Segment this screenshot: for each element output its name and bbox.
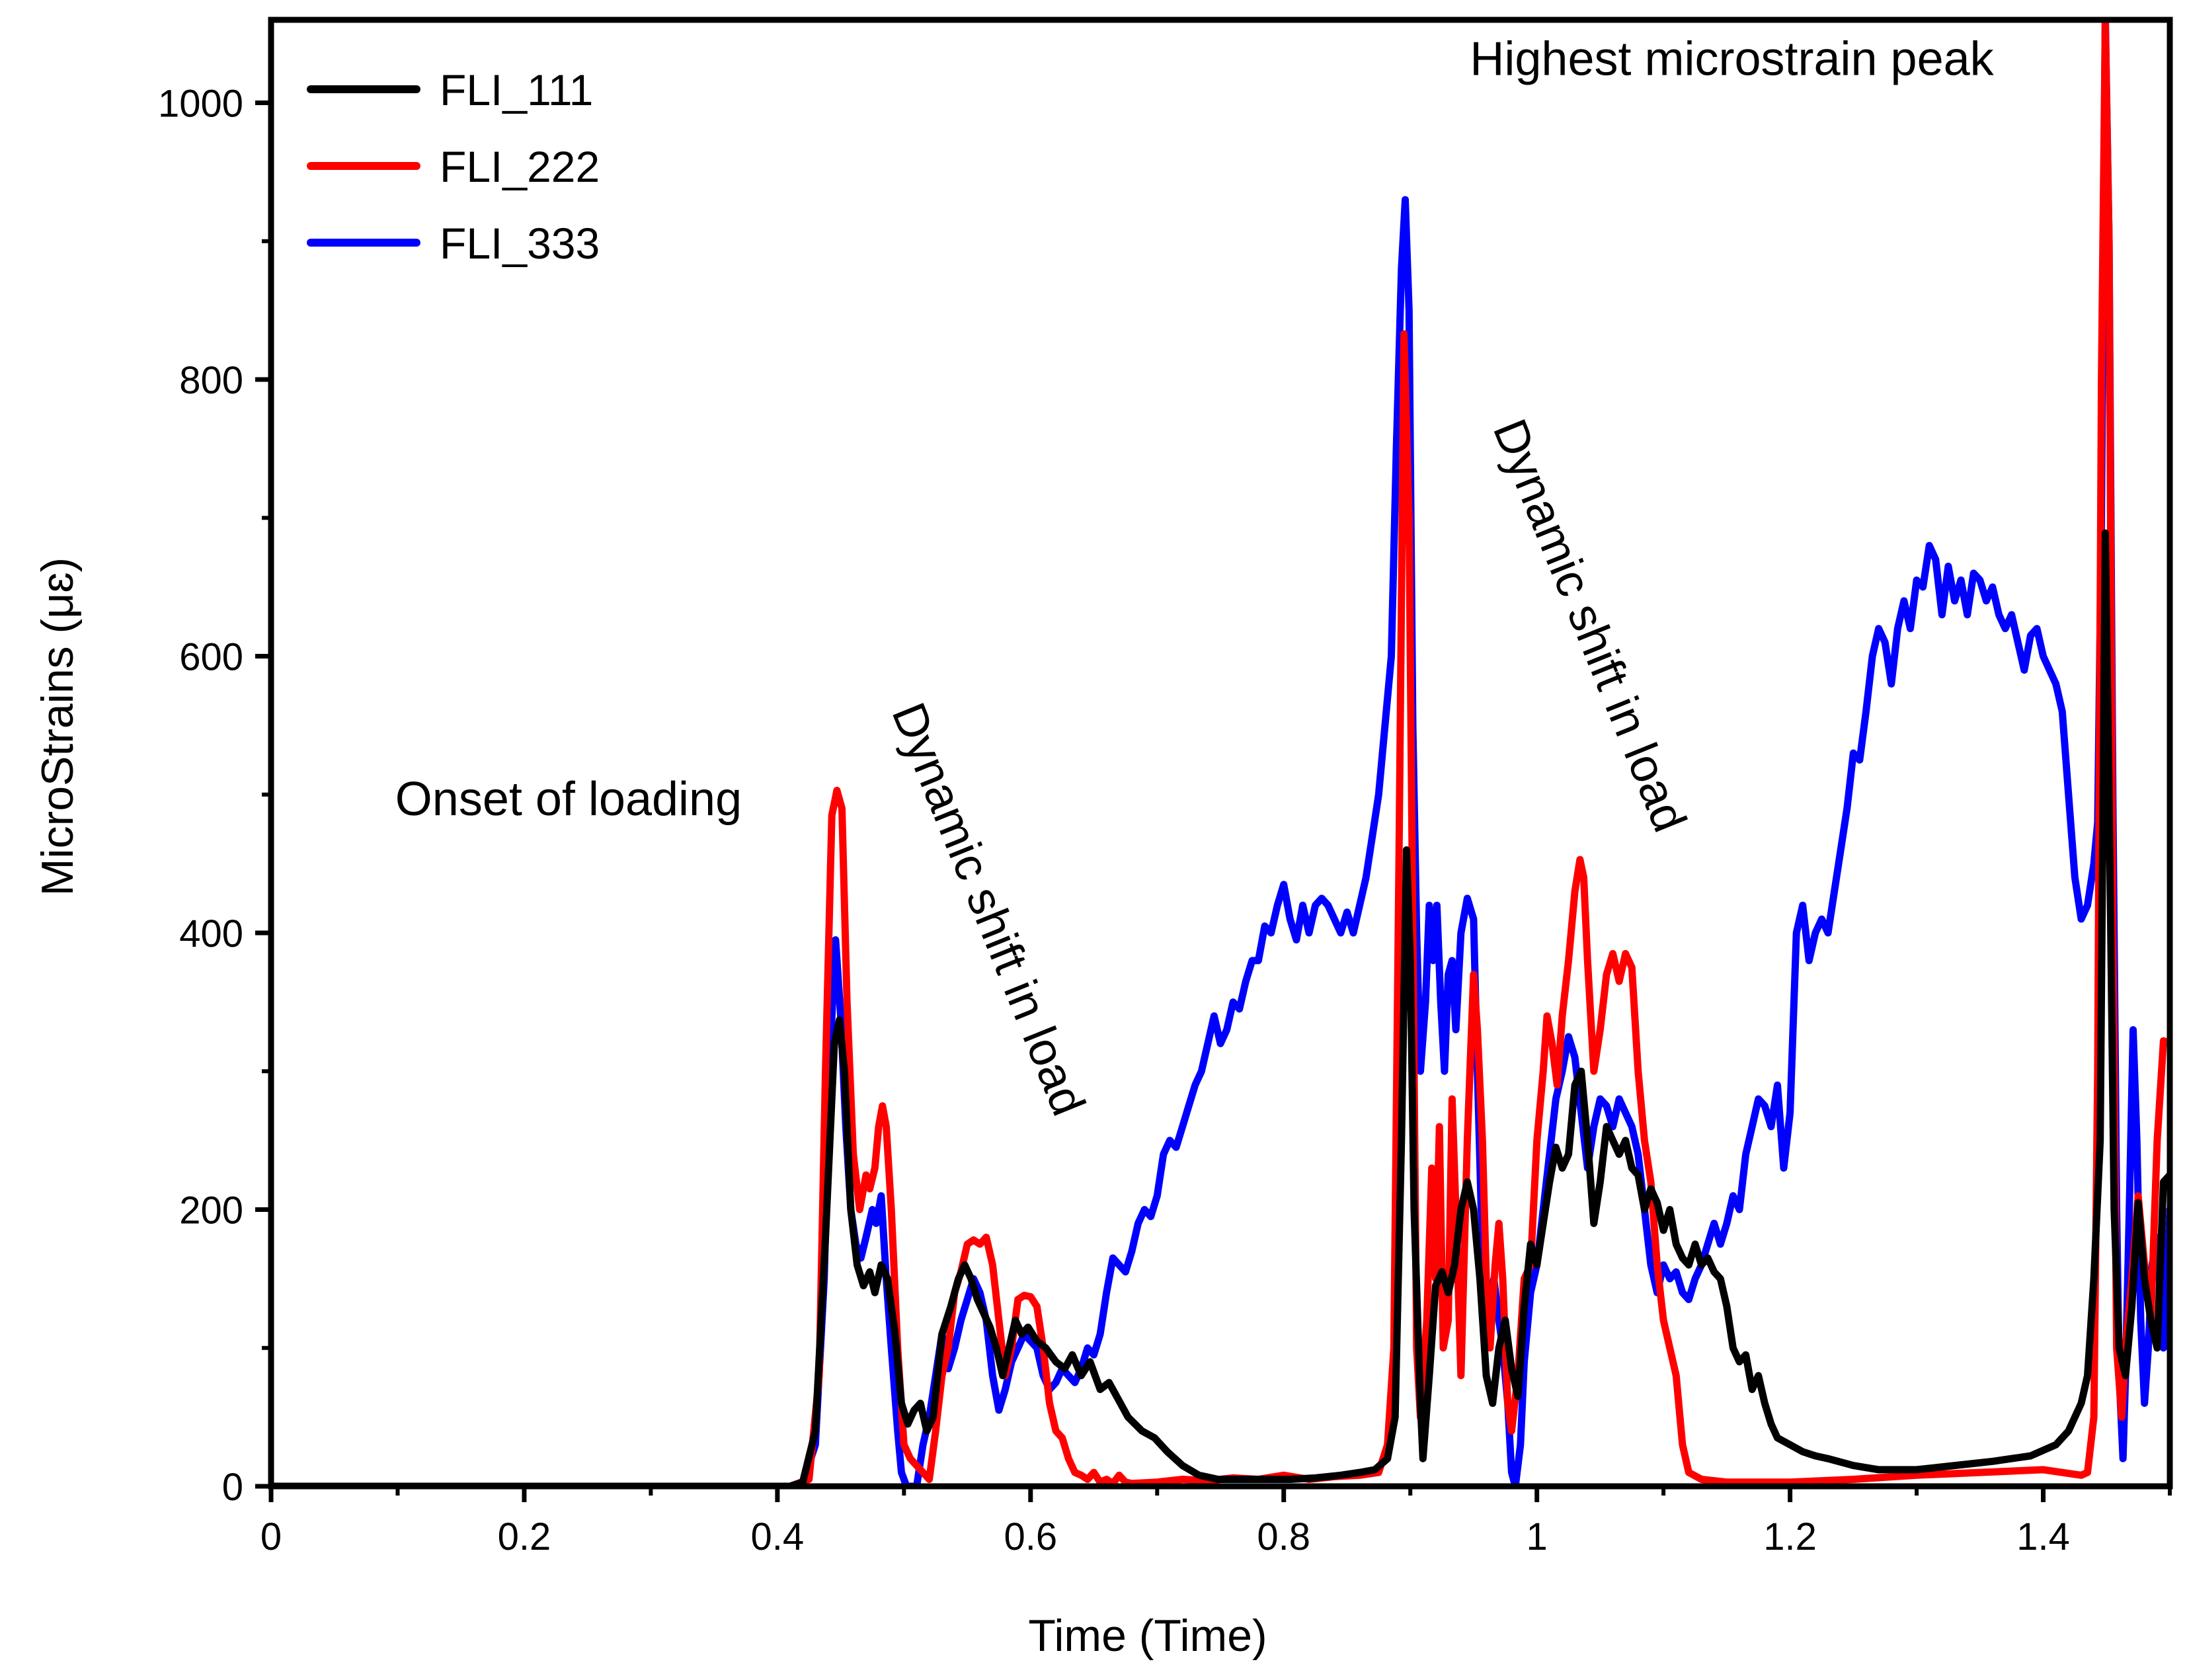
series-line-fli-222 — [271, 20, 2170, 1486]
x-tick-label: 0.4 — [751, 1515, 805, 1558]
x-axis-title: Time (Time) — [1028, 1611, 1267, 1661]
series-line-fli-111 — [271, 529, 2170, 1486]
axes-layer: 0 0.2 0.4 0.6 0.8 1 1.2 1.4 0 200 400 600 800 1000 Tim… — [32, 17, 2173, 1661]
annotation-label: Dynamic shift in load — [881, 696, 1095, 1123]
x-tick-label: 1.2 — [1763, 1515, 1817, 1558]
y-tick-label: 0 — [222, 1466, 243, 1509]
x-tick-label: 1.4 — [2016, 1515, 2070, 1558]
legend: FLI_111 FLI_222 FLI_333 — [307, 65, 600, 268]
annotation-label: Highest microstrain peak — [1470, 33, 1994, 86]
y-tick-label: 800 — [179, 359, 243, 402]
annotation-label: Dynamic shift in load — [1483, 412, 1696, 839]
x-tick-label: 1 — [1527, 1515, 1548, 1558]
annotation-label: Onset of loading — [395, 773, 742, 826]
y-tick-label: 200 — [179, 1189, 243, 1232]
x-tick-label: 0.2 — [498, 1515, 551, 1558]
legend-label: FLI_333 — [440, 219, 600, 268]
y-tick-label: 1000 — [158, 83, 243, 126]
x-tick-label: 0.8 — [1257, 1515, 1310, 1558]
y-axis-title: MicroStrains (μɛ) — [32, 557, 83, 896]
annotations: Onset of loading Dynamic shift in load Dyn… — [395, 33, 1995, 1123]
x-tick-label: 0 — [260, 1515, 282, 1558]
series-layer — [271, 20, 2170, 1486]
x-tick-label: 0.6 — [1004, 1515, 1057, 1558]
legend-label: FLI_111 — [440, 65, 593, 114]
y-tick-label: 600 — [179, 636, 243, 679]
plot-frame — [268, 17, 2173, 1490]
y-tick-label: 400 — [179, 912, 243, 955]
legend-label: FLI_222 — [440, 142, 600, 191]
